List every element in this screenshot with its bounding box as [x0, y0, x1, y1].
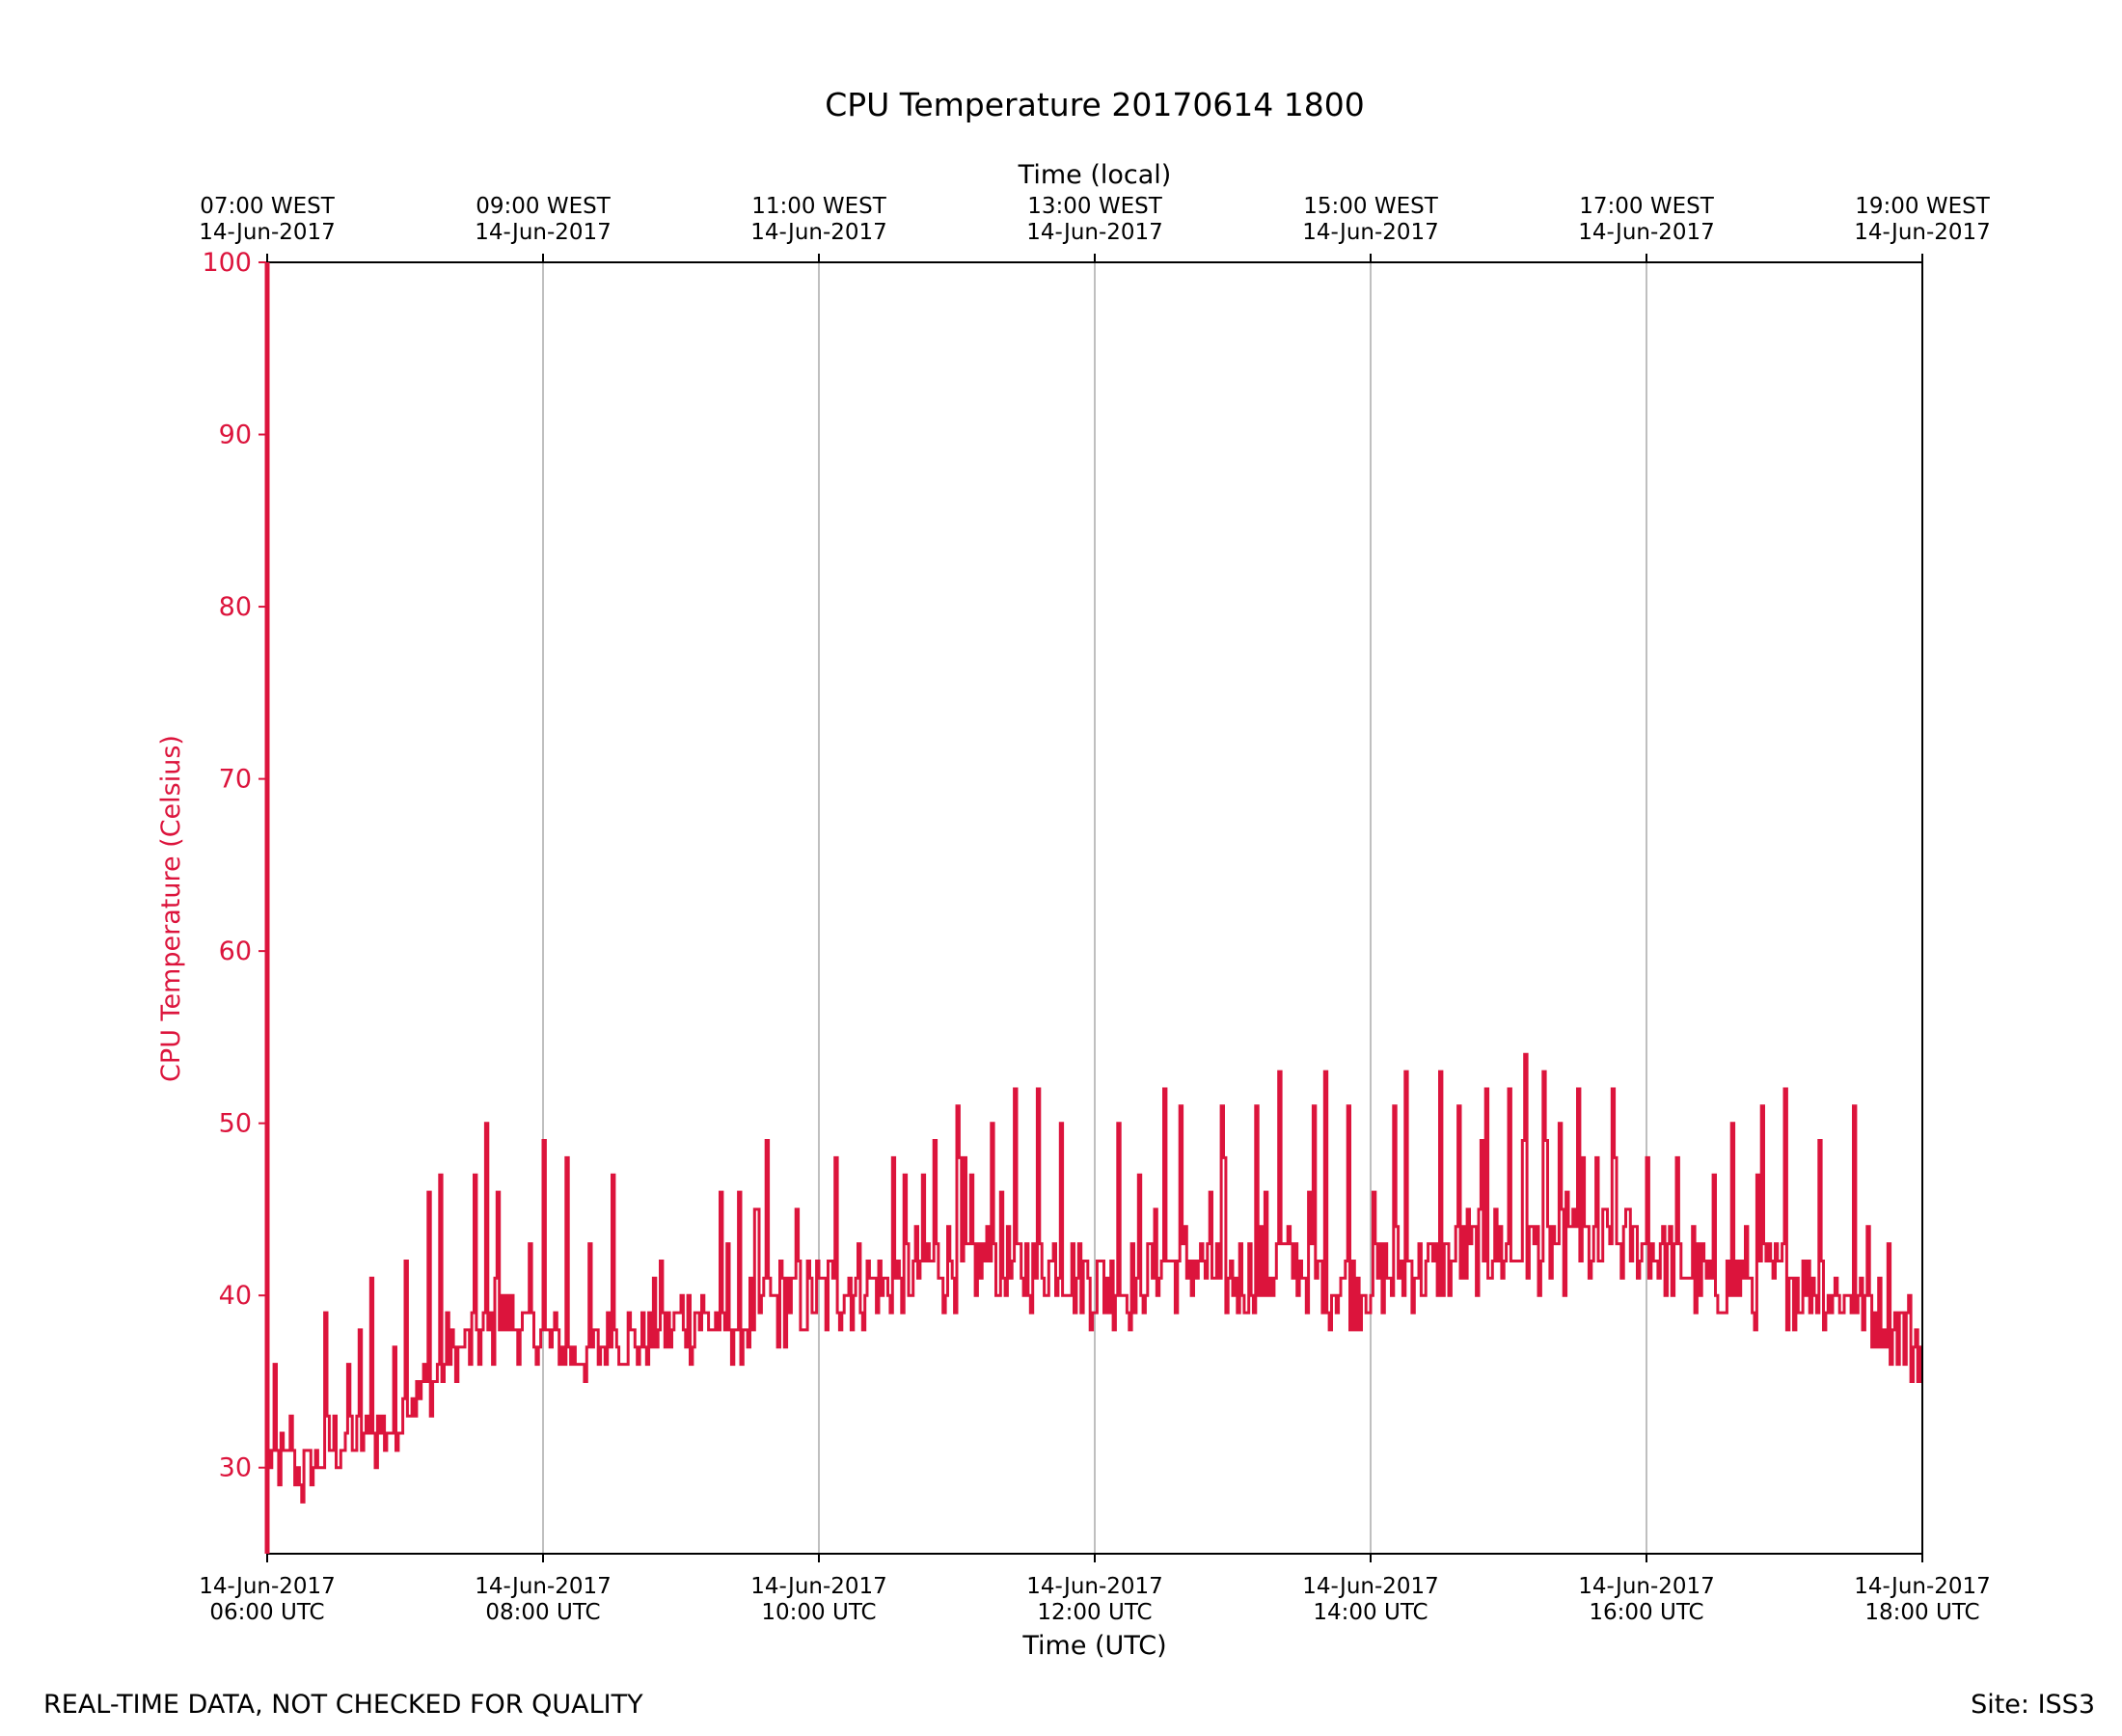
top-x-tick-label-date: 14-Jun-2017: [1302, 220, 1439, 245]
vertical-gridlines: [542, 262, 1647, 1554]
y-axis-label: CPU Temperature (Celsius): [156, 735, 186, 1082]
top-x-tick-label-time: 17:00 WEST: [1579, 194, 1714, 219]
x-tick-label-time: 10:00 UTC: [761, 1600, 876, 1625]
top-x-tick-label-time: 19:00 WEST: [1855, 194, 1990, 219]
top-x-tick-label-time: 07:00 WEST: [200, 194, 335, 219]
y-tick-label: 40: [219, 1281, 252, 1311]
y-tick-label: 100: [202, 248, 252, 278]
chart-title: CPU Temperature 20170614 1800: [825, 86, 1365, 123]
x-tick-label-date: 14-Jun-2017: [475, 1574, 612, 1599]
y-tick-label: 80: [219, 592, 252, 622]
x-tick-label-time: 16:00 UTC: [1589, 1600, 1703, 1625]
x-tick-label-date: 14-Jun-2017: [199, 1574, 336, 1599]
series-layer: [267, 1052, 1922, 1504]
x-tick-label-date: 14-Jun-2017: [1302, 1574, 1439, 1599]
x-tick-label-date: 14-Jun-2017: [1854, 1574, 1991, 1599]
x-tick-label-date: 14-Jun-2017: [1578, 1574, 1715, 1599]
top-x-tick-label-time: 15:00 WEST: [1303, 194, 1438, 219]
y-tick-label: 90: [219, 420, 252, 450]
top-x-tick-label-date: 14-Jun-2017: [1578, 220, 1715, 245]
y-tick-label: 50: [219, 1109, 252, 1139]
x-tick-label-time: 14:00 UTC: [1313, 1600, 1428, 1625]
y-tick-label: 70: [219, 765, 252, 795]
y-tick-label: 60: [219, 936, 252, 966]
site-label: Site: ISS3: [1971, 1690, 2095, 1720]
top-x-tick-label-date: 14-Jun-2017: [475, 220, 612, 245]
x-tick-label-time: 08:00 UTC: [485, 1600, 600, 1625]
x-tick-label-time: 18:00 UTC: [1864, 1600, 1979, 1625]
top-x-tick-label-date: 14-Jun-2017: [199, 220, 336, 245]
x-tick-label-date: 14-Jun-2017: [1026, 1574, 1163, 1599]
top-x-tick-label-time: 09:00 WEST: [476, 194, 611, 219]
top-x-tick-label-time: 11:00 WEST: [751, 194, 886, 219]
y-axis: 30 40 50 60 70 80 90 100: [202, 248, 267, 1483]
top-axis-label: Time (local): [1018, 160, 1172, 190]
top-x-tick-label-date: 14-Jun-2017: [750, 220, 887, 245]
quality-disclaimer: REAL-TIME DATA, NOT CHECKED FOR QUALITY: [43, 1690, 643, 1720]
series-line-cpu-temperature: [267, 1052, 1922, 1504]
x-axis-label: Time (UTC): [1021, 1631, 1166, 1661]
y-tick-label: 30: [219, 1453, 252, 1483]
x-tick-label-time: 12:00 UTC: [1037, 1600, 1152, 1625]
top-x-tick-label-date: 14-Jun-2017: [1854, 220, 1991, 245]
x-tick-label-time: 06:00 UTC: [209, 1600, 324, 1625]
top-x-tick-label-time: 13:00 WEST: [1027, 194, 1162, 219]
top-x-tick-label-date: 14-Jun-2017: [1026, 220, 1163, 245]
x-tick-label-date: 14-Jun-2017: [750, 1574, 887, 1599]
